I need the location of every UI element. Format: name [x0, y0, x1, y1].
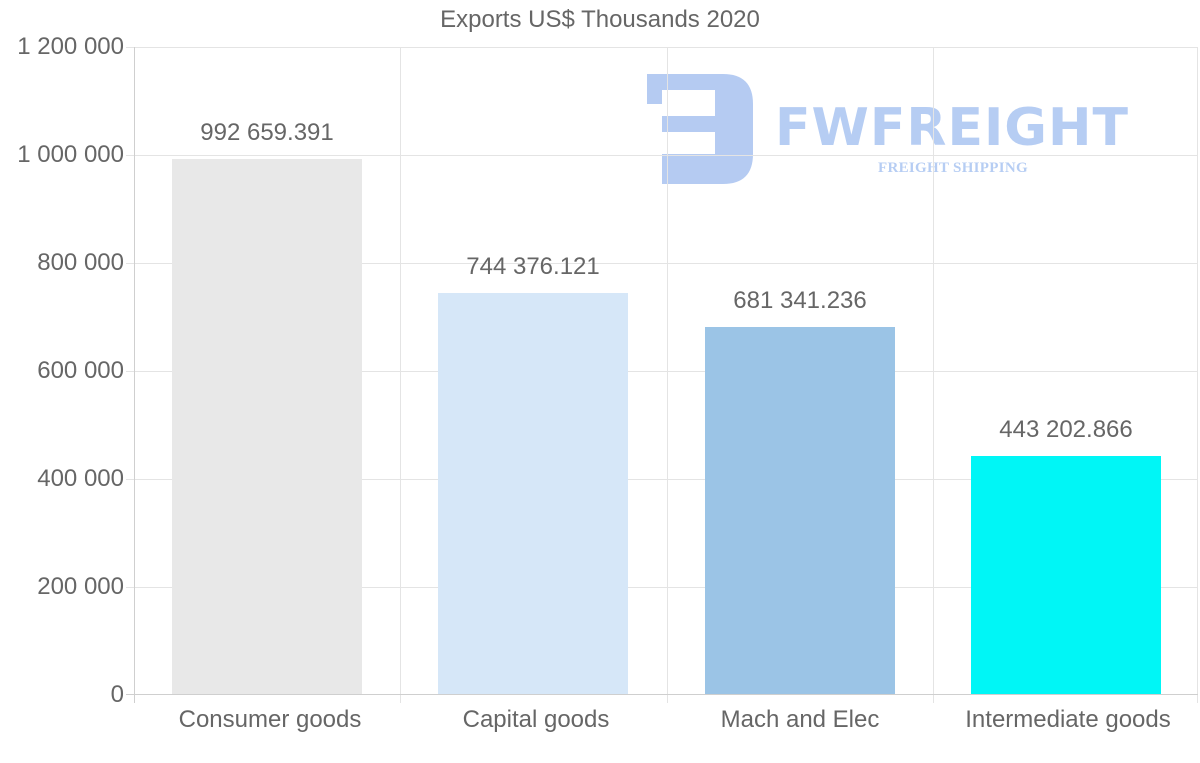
plot-area: 992 659.391 744 376.121 681 341.236 443 …	[126, 47, 1198, 703]
bar-value-label: 744 376.121	[466, 253, 600, 280]
gridline	[126, 47, 1198, 48]
y-tick-label: 400 000	[37, 465, 124, 492]
watermark-tagline: FREIGHT SHIPPING	[878, 160, 1028, 176]
watermark-brand: FWFREIGHT	[775, 98, 1129, 158]
bar-consumer-goods[interactable]	[172, 159, 362, 695]
chart-title: Exports US$ Thousands 2020	[440, 6, 760, 33]
y-tick-label: 600 000	[37, 357, 124, 384]
x-axis-line	[126, 694, 1198, 695]
gridline	[667, 47, 668, 703]
fwfreight-logo-icon	[647, 74, 753, 184]
gridline	[126, 587, 1198, 588]
bar-mach-and-elec[interactable]	[705, 327, 895, 695]
x-tick-label: Consumer goods	[178, 706, 362, 733]
fwfreight-watermark-logo: FWFREIGHT FREIGHT SHIPPING	[645, 72, 1155, 187]
bar-intermediate-goods[interactable]	[971, 456, 1161, 695]
y-axis-line	[134, 47, 135, 703]
y-tick-label: 800 000	[37, 249, 124, 276]
y-tick-label: 0	[110, 681, 124, 708]
gridline	[933, 47, 934, 703]
y-tick-label: 200 000	[37, 573, 124, 600]
bar-value-label: 992 659.391	[200, 119, 334, 146]
y-tick-label: 1 000 000	[17, 141, 124, 168]
gridline	[126, 479, 1198, 480]
bar-value-label: 681 341.236	[733, 287, 867, 314]
x-tick-label: Intermediate goods	[965, 706, 1171, 733]
gridline	[400, 47, 401, 703]
bar-capital-goods[interactable]	[438, 293, 628, 695]
bar-value-label: 443 202.866	[999, 416, 1133, 443]
x-tick-label: Capital goods	[462, 706, 610, 733]
y-tick-label: 1 200 000	[17, 33, 124, 60]
gridline	[126, 263, 1198, 264]
gridline	[1197, 47, 1198, 703]
gridline	[126, 371, 1198, 372]
gridline	[126, 155, 1198, 156]
x-tick-label: Mach and Elec	[720, 706, 880, 733]
